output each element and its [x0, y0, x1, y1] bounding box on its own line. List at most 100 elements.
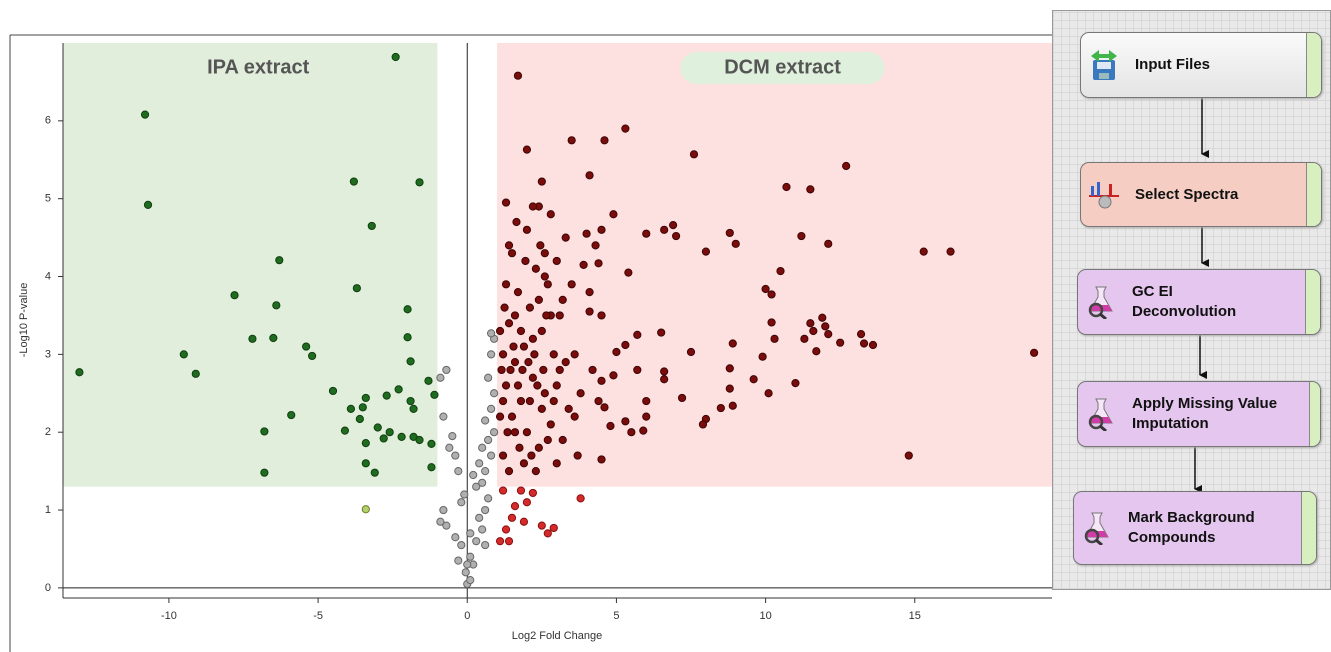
- x-tick-label: 15: [909, 610, 921, 622]
- point: [475, 459, 484, 468]
- point: [669, 221, 678, 230]
- point: [552, 459, 561, 468]
- point: [272, 301, 281, 310]
- point: [549, 350, 558, 359]
- point: [1029, 348, 1039, 357]
- point: [546, 420, 555, 429]
- point: [555, 311, 564, 320]
- node-input-files[interactable]: Input Files: [1080, 32, 1322, 98]
- point: [728, 401, 737, 410]
- point: [501, 381, 511, 390]
- point: [591, 241, 600, 250]
- node-imputation[interactable]: Apply Missing Value Imputation: [1077, 381, 1321, 447]
- point: [657, 328, 666, 337]
- point: [504, 319, 514, 328]
- point: [689, 150, 699, 159]
- point: [406, 357, 415, 366]
- y-tick-label: 2: [45, 426, 51, 438]
- point: [516, 486, 526, 495]
- point: [469, 470, 478, 480]
- point: [513, 71, 523, 80]
- point: [516, 326, 526, 336]
- point: [497, 365, 506, 375]
- node-label: Apply Missing Value Imputation: [1132, 395, 1278, 432]
- point: [716, 403, 725, 413]
- point: [481, 416, 490, 425]
- point: [540, 249, 549, 258]
- node-deconvolution[interactable]: GC EI Deconvolution: [1077, 269, 1321, 335]
- point: [749, 375, 758, 384]
- point: [800, 334, 809, 343]
- region-label-bg: [680, 52, 885, 84]
- x-axis-label: Log2 Fold Change: [512, 630, 603, 642]
- point: [594, 259, 603, 268]
- point: [509, 342, 518, 351]
- point: [531, 467, 540, 476]
- x-tick-label: -5: [313, 610, 323, 622]
- point: [519, 517, 529, 526]
- point: [484, 435, 493, 445]
- plot: IPA extract DCM extract -10 -5 0 5 10 15 0 1 2 3 4 5…: [9, 34, 1052, 652]
- point: [576, 494, 585, 503]
- point: [498, 350, 508, 359]
- point: [725, 384, 734, 393]
- point: [824, 239, 833, 248]
- point: [521, 256, 530, 266]
- point: [543, 280, 552, 289]
- point: [269, 333, 278, 343]
- point: [537, 404, 546, 413]
- node-select-spectra[interactable]: Select Spectra: [1080, 162, 1322, 227]
- point: [686, 347, 696, 357]
- point: [367, 221, 376, 231]
- point: [287, 410, 296, 420]
- point: [430, 390, 439, 399]
- point: [856, 330, 866, 339]
- point: [519, 459, 529, 468]
- point: [677, 393, 687, 403]
- node-mark-background[interactable]: Mark Background Compounds: [1073, 491, 1317, 565]
- node-label: GC EI Deconvolution: [1132, 283, 1237, 320]
- point: [767, 290, 776, 299]
- point: [391, 52, 400, 62]
- point: [478, 525, 487, 534]
- point: [542, 311, 551, 320]
- icon: [1088, 286, 1113, 319]
- x-tick-label: 5: [613, 610, 619, 622]
- point: [585, 287, 594, 297]
- point: [555, 365, 564, 375]
- point: [612, 347, 621, 357]
- point: [352, 284, 361, 293]
- point: [427, 463, 436, 472]
- point: [510, 428, 520, 437]
- point: [501, 198, 511, 207]
- point: [543, 529, 552, 538]
- point: [484, 494, 493, 503]
- point: [539, 365, 548, 375]
- point: [500, 303, 509, 312]
- point: [621, 340, 630, 350]
- point: [797, 231, 806, 241]
- point: [525, 396, 535, 406]
- point: [519, 342, 529, 351]
- point: [576, 389, 585, 398]
- point: [546, 210, 555, 219]
- point: [597, 376, 606, 385]
- point: [698, 420, 708, 429]
- point: [478, 478, 487, 487]
- point: [463, 560, 472, 569]
- point: [552, 256, 561, 266]
- point: [728, 339, 737, 348]
- icon: [1089, 181, 1119, 208]
- point: [609, 371, 618, 380]
- point: [487, 329, 496, 338]
- point: [454, 467, 463, 476]
- regions: IPA extract DCM extract: [63, 43, 1052, 487]
- point: [439, 505, 448, 515]
- point: [382, 391, 391, 400]
- point: [461, 568, 470, 577]
- point: [513, 287, 523, 297]
- point: [498, 451, 508, 460]
- point: [457, 540, 466, 550]
- point: [549, 396, 558, 406]
